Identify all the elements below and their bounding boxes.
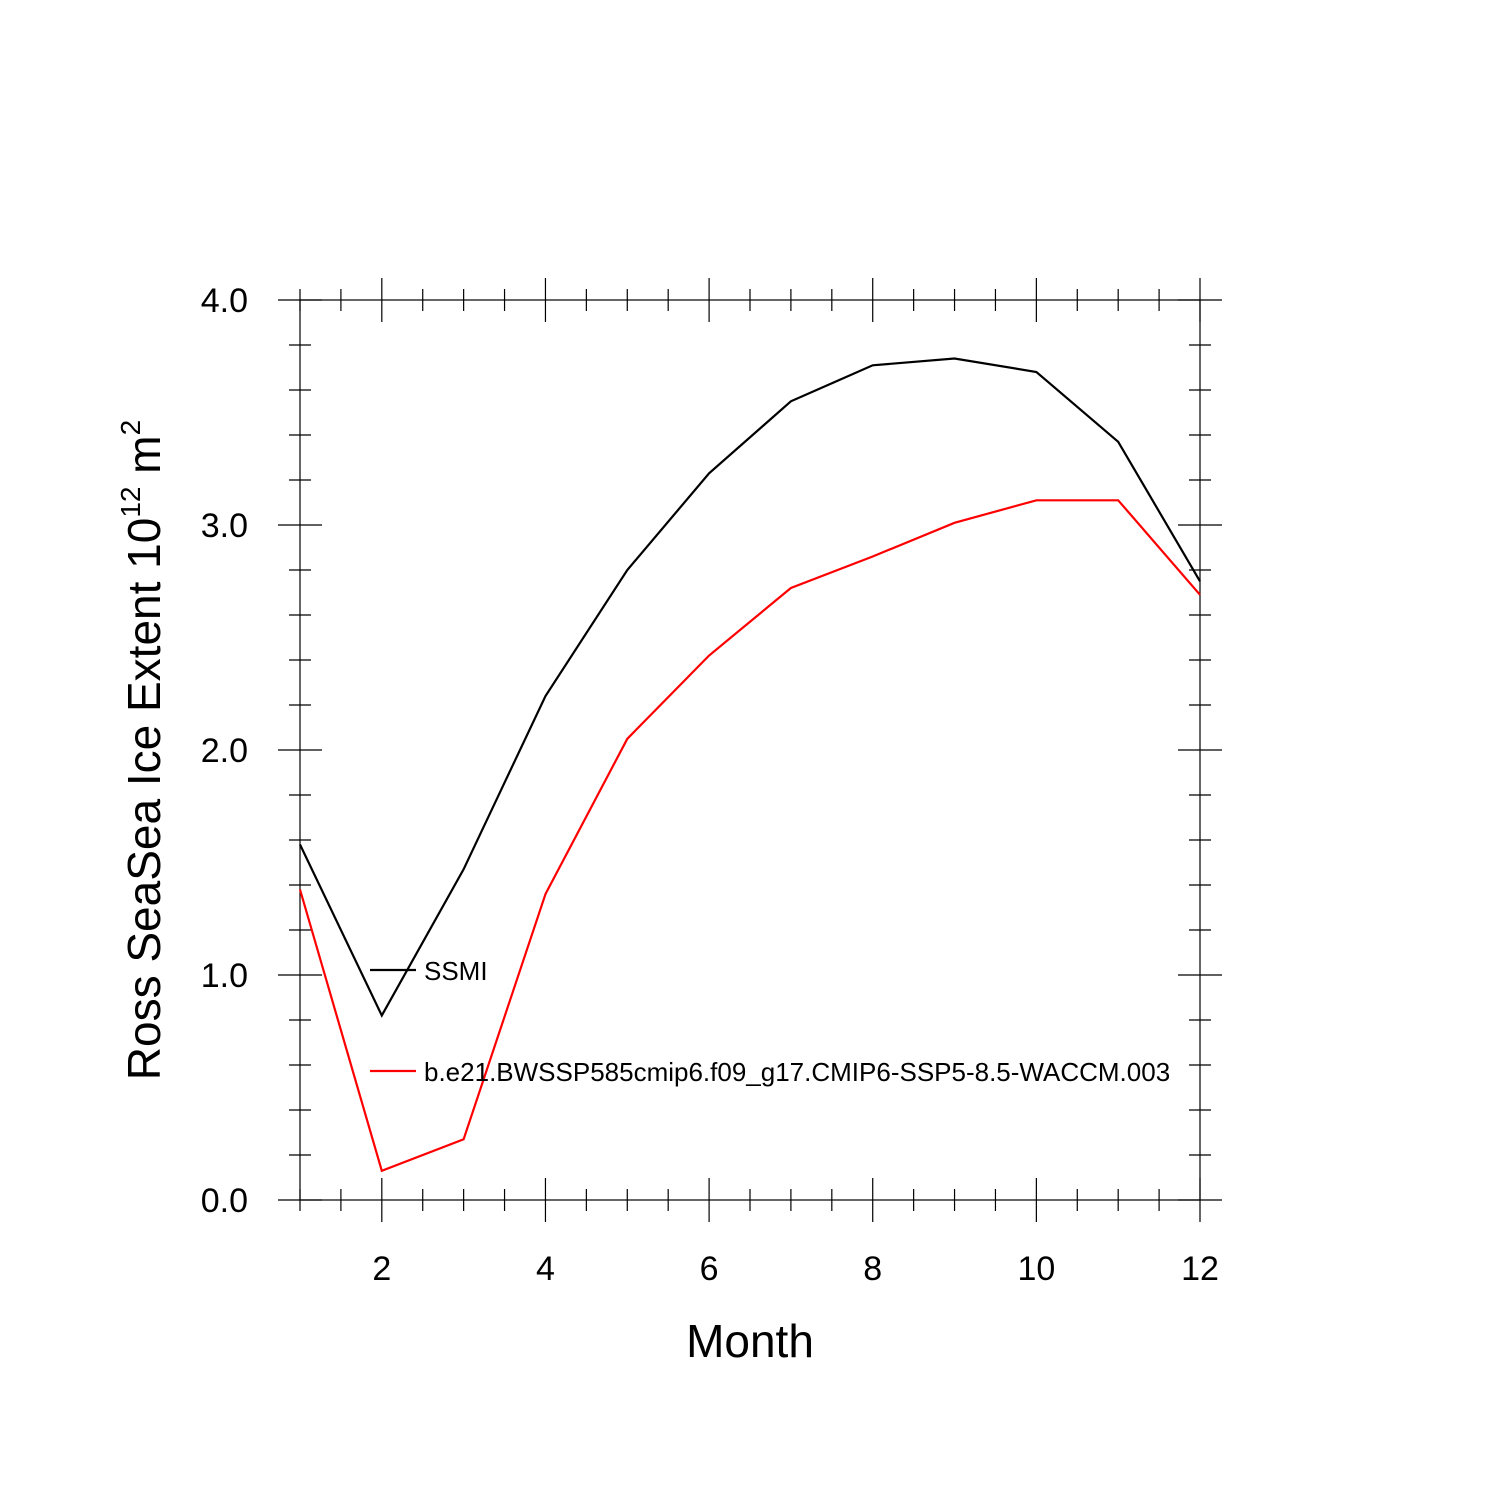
y-axis-title-unit-exponent: 2 bbox=[115, 420, 146, 436]
x-tick-labels: 2 4 6 8 10 12 bbox=[372, 1250, 1219, 1288]
series-line-model bbox=[298, 499, 1201, 1173]
y-axis-title: Ross SeaSea Ice Extent 1012 m2 bbox=[115, 420, 170, 1080]
y-axis-title-exponent: 12 bbox=[115, 486, 146, 517]
x-tick-label: 4 bbox=[536, 1250, 555, 1288]
x-tick-label: 2 bbox=[372, 1250, 391, 1288]
y-axis-title-main: Ross SeaSea Ice Extent 10 bbox=[118, 518, 170, 1081]
legend-label: SSMI bbox=[424, 956, 488, 986]
y-axis-title-unit: m bbox=[118, 435, 170, 486]
y-tick-label: 3.0 bbox=[201, 507, 248, 545]
x-tick-label: 8 bbox=[863, 1250, 882, 1288]
y-tick-label: 0.0 bbox=[201, 1182, 248, 1220]
x-tick-label: 6 bbox=[700, 1250, 719, 1288]
x-axis-title: Month bbox=[686, 1315, 814, 1367]
x-tick-label: 10 bbox=[1017, 1250, 1055, 1288]
axis-ticks bbox=[278, 278, 1222, 1222]
x-tick-label: 12 bbox=[1181, 1250, 1219, 1288]
y-tick-label: 2.0 bbox=[201, 732, 248, 770]
series-lines bbox=[298, 357, 1201, 1173]
y-tick-labels: 0.0 1.0 2.0 3.0 4.0 bbox=[201, 282, 248, 1220]
legend-label: b.e21.BWSSP585cmip6.f09_g17.CMIP6-SSP5-8… bbox=[424, 1057, 1170, 1087]
y-tick-label: 4.0 bbox=[201, 282, 248, 320]
legend: SSMI b.e21.BWSSP585cmip6.f09_g17.CMIP6-SS… bbox=[370, 956, 1170, 1087]
series-line-ssmi bbox=[299, 357, 1201, 1018]
y-tick-label: 1.0 bbox=[201, 957, 248, 995]
